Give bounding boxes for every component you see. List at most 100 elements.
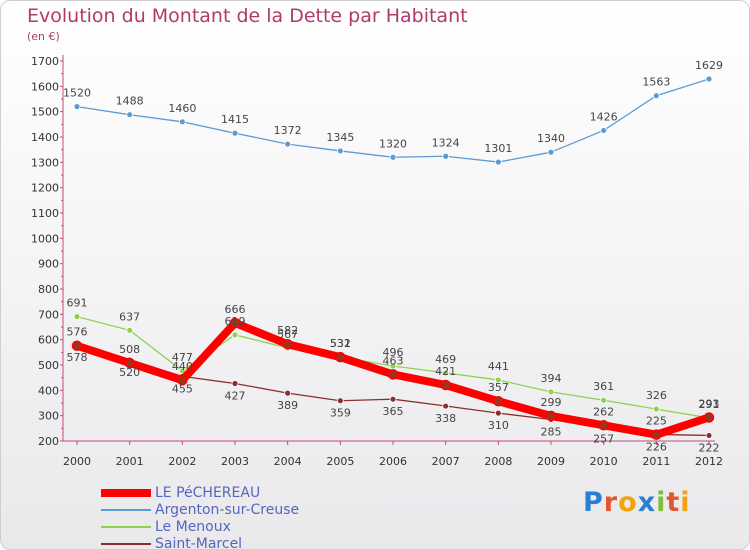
data-label: 394 — [541, 372, 562, 385]
data-label: 576 — [67, 326, 88, 339]
data-label: 691 — [67, 297, 88, 310]
data-label: 637 — [119, 310, 140, 323]
data-point — [387, 369, 399, 380]
data-point — [231, 129, 239, 137]
data-point — [598, 420, 609, 431]
chart-title: Evolution du Montant de la Dette par Hab… — [27, 5, 468, 27]
data-point — [124, 357, 135, 369]
y-tick-label: 800 — [38, 283, 59, 296]
logo-letter: i — [656, 487, 667, 518]
data-point — [493, 395, 504, 407]
data-point — [336, 397, 344, 405]
data-label: 291 — [699, 398, 720, 411]
logo-letter: t — [666, 487, 681, 518]
data-label: 226 — [646, 440, 667, 453]
data-point — [178, 118, 186, 126]
data-label: 357 — [488, 381, 509, 394]
data-point — [600, 127, 608, 134]
y-tick-label: 400 — [38, 384, 59, 397]
data-label: 1324 — [432, 136, 460, 149]
data-label: 1345 — [326, 131, 354, 144]
legend-swatch — [101, 509, 151, 511]
x-tick-label: 2012 — [695, 455, 723, 468]
data-label: 365 — [383, 405, 404, 418]
data-point — [229, 317, 241, 329]
data-point — [71, 340, 83, 351]
data-label: 496 — [383, 346, 404, 359]
data-point — [442, 402, 450, 410]
data-point — [73, 103, 81, 110]
data-point — [126, 111, 134, 119]
y-tick-label: 1500 — [31, 106, 59, 119]
data-point — [494, 376, 502, 384]
data-point — [494, 158, 502, 166]
data-label: 338 — [435, 412, 456, 425]
data-label: 427 — [225, 389, 246, 402]
data-point — [231, 331, 239, 339]
data-point — [335, 351, 346, 363]
logo-letter: i — [680, 487, 691, 518]
data-point — [705, 432, 713, 439]
x-tick-label: 2000 — [63, 455, 91, 468]
data-label: 578 — [67, 351, 88, 364]
legend-swatch — [101, 526, 151, 528]
data-label: 1372 — [274, 124, 302, 137]
data-point — [73, 313, 81, 321]
y-tick-label: 700 — [38, 308, 59, 321]
data-label: 421 — [435, 365, 456, 378]
data-label: 1520 — [63, 87, 91, 100]
data-label: 520 — [119, 366, 140, 379]
data-point — [389, 153, 397, 161]
legend-swatch — [101, 543, 151, 545]
y-tick-label: 1700 — [31, 55, 59, 68]
x-tick-label: 2007 — [432, 455, 460, 468]
data-label: 455 — [172, 382, 193, 395]
data-point — [651, 429, 662, 440]
data-label: 1320 — [379, 137, 407, 150]
data-point — [440, 379, 451, 391]
legend-label: Argenton-sur-Creuse — [155, 502, 300, 518]
data-label: 310 — [488, 419, 509, 432]
data-label: 222 — [699, 441, 720, 454]
chart-unit-label: (en €) — [27, 30, 60, 43]
legend-label: LE PéCHEREAU — [155, 485, 261, 501]
data-label: 293 — [699, 397, 720, 410]
legend-swatch — [101, 489, 151, 497]
y-tick-label: 900 — [38, 258, 59, 271]
data-label: 1629 — [695, 59, 723, 72]
x-tick-label: 2003 — [221, 455, 249, 468]
data-point — [494, 409, 502, 417]
logo-letter: x — [637, 487, 657, 518]
data-point — [652, 405, 660, 413]
y-tick-label: 200 — [38, 435, 59, 448]
data-point — [547, 388, 555, 396]
data-label: 477 — [172, 351, 193, 364]
data-label: 285 — [541, 425, 562, 438]
x-tick-label: 2006 — [379, 455, 407, 468]
data-point — [284, 389, 292, 397]
x-tick-label: 2005 — [326, 455, 354, 468]
data-label: 440 — [172, 360, 193, 373]
x-tick-label: 2004 — [274, 455, 302, 468]
data-label: 1488 — [116, 95, 144, 108]
data-label: 1301 — [484, 142, 512, 155]
data-point — [442, 369, 450, 377]
data-point — [282, 338, 293, 350]
data-point — [547, 148, 555, 156]
data-label: 532 — [330, 337, 351, 350]
data-label: 262 — [593, 405, 614, 418]
logo-letter: P — [583, 487, 604, 518]
data-point — [442, 152, 450, 160]
y-tick-label: 1400 — [31, 131, 59, 144]
data-point — [705, 75, 713, 83]
data-label: 1460 — [168, 102, 196, 115]
data-label: 582 — [277, 324, 298, 337]
data-label: 257 — [593, 433, 614, 446]
data-label: 1426 — [590, 110, 618, 123]
legend-label: Le Menoux — [155, 519, 231, 535]
data-point — [284, 140, 292, 148]
data-label: 389 — [277, 399, 298, 412]
data-label: 359 — [330, 407, 351, 420]
